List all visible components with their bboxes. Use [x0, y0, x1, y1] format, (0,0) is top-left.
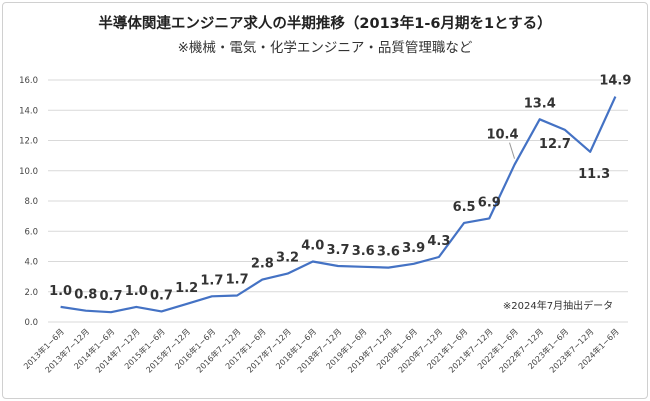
y-tick-label: 10.0: [19, 167, 38, 177]
y-tick-label: 4.0: [24, 258, 38, 268]
data-label: 0.7: [150, 288, 173, 303]
data-label: 11.3: [578, 167, 610, 182]
data-label: 3.6: [352, 244, 375, 259]
data-label: 0.7: [100, 289, 123, 304]
x-tick-label: 2017年7−12月: [245, 326, 293, 374]
data-label: 1.7: [226, 273, 249, 288]
chart-title: 半導体関連エンジニア求人の半期推移（2013年1-6月期を1とする）: [98, 14, 551, 32]
x-tick-label: 2016年7−12月: [194, 326, 242, 374]
y-tick-label: 2.0: [24, 288, 38, 298]
gridlines: [48, 79, 628, 323]
y-tick-label: 12.0: [19, 137, 38, 147]
data-label: 6.9: [478, 195, 501, 210]
y-tick-label: 16.0: [19, 76, 38, 86]
data-label: 14.9: [599, 74, 631, 89]
data-label: 6.5: [453, 200, 476, 215]
y-tick-label: 0.0: [24, 318, 38, 328]
data-label: 10.4: [486, 128, 518, 143]
chart-subtitle: ※機械・電気・化学エンジニア・品質管理職など: [178, 40, 473, 56]
y-tick-label: 14.0: [19, 106, 38, 116]
x-tick-label: 2021年7−12月: [446, 326, 494, 374]
x-tick-label: 2019年7−12月: [346, 326, 394, 374]
data-label: 4.3: [427, 234, 450, 249]
data-label: 3.7: [326, 243, 349, 258]
data-label: 12.7: [539, 137, 571, 152]
data-label: 4.0: [301, 239, 324, 254]
data-label: 1.0: [125, 284, 148, 299]
data-label: 3.2: [276, 251, 299, 266]
x-tick-label: 2015年7−12月: [144, 326, 192, 374]
chart-note: ※2024年7月抽出データ: [503, 299, 613, 312]
x-tick-label: 2022年7−12月: [497, 326, 545, 374]
x-tick-label: 2014年7−12月: [93, 326, 141, 374]
data-label: 0.8: [74, 288, 97, 303]
data-label: 1.0: [49, 284, 72, 299]
data-label: 13.4: [524, 96, 556, 111]
data-label: 2.8: [251, 257, 274, 272]
y-axis-ticks: 0.0 2.0 4.0 6.0 8.0 10.0 12.0 14.0 16.0: [19, 76, 38, 328]
data-labels: 1.0 0.8 0.7 1.0 0.71.21.7 1.72.8 3.24.0 3.7 3.6 3…: [49, 74, 631, 305]
y-tick-label: 6.0: [24, 227, 38, 237]
data-label: 3.6: [377, 245, 400, 260]
x-tick-label: 2023年7−12月: [547, 326, 595, 374]
data-label: 1.7: [200, 273, 223, 288]
data-label: 1.2: [175, 281, 198, 296]
x-tick-label: 2020年7−12月: [396, 326, 444, 374]
x-tick-label: 2018年7−12月: [295, 326, 343, 374]
x-axis-ticks: 2013年1−6月2013年7−12月2014年1−6月2014年7−12月20…: [21, 326, 621, 374]
data-label: 3.9: [402, 241, 425, 256]
data-label-leader: [509, 142, 515, 159]
x-tick-label: 2013年7−12月: [43, 326, 91, 374]
series-line: [60, 96, 617, 314]
y-tick-label: 8.0: [24, 197, 38, 207]
